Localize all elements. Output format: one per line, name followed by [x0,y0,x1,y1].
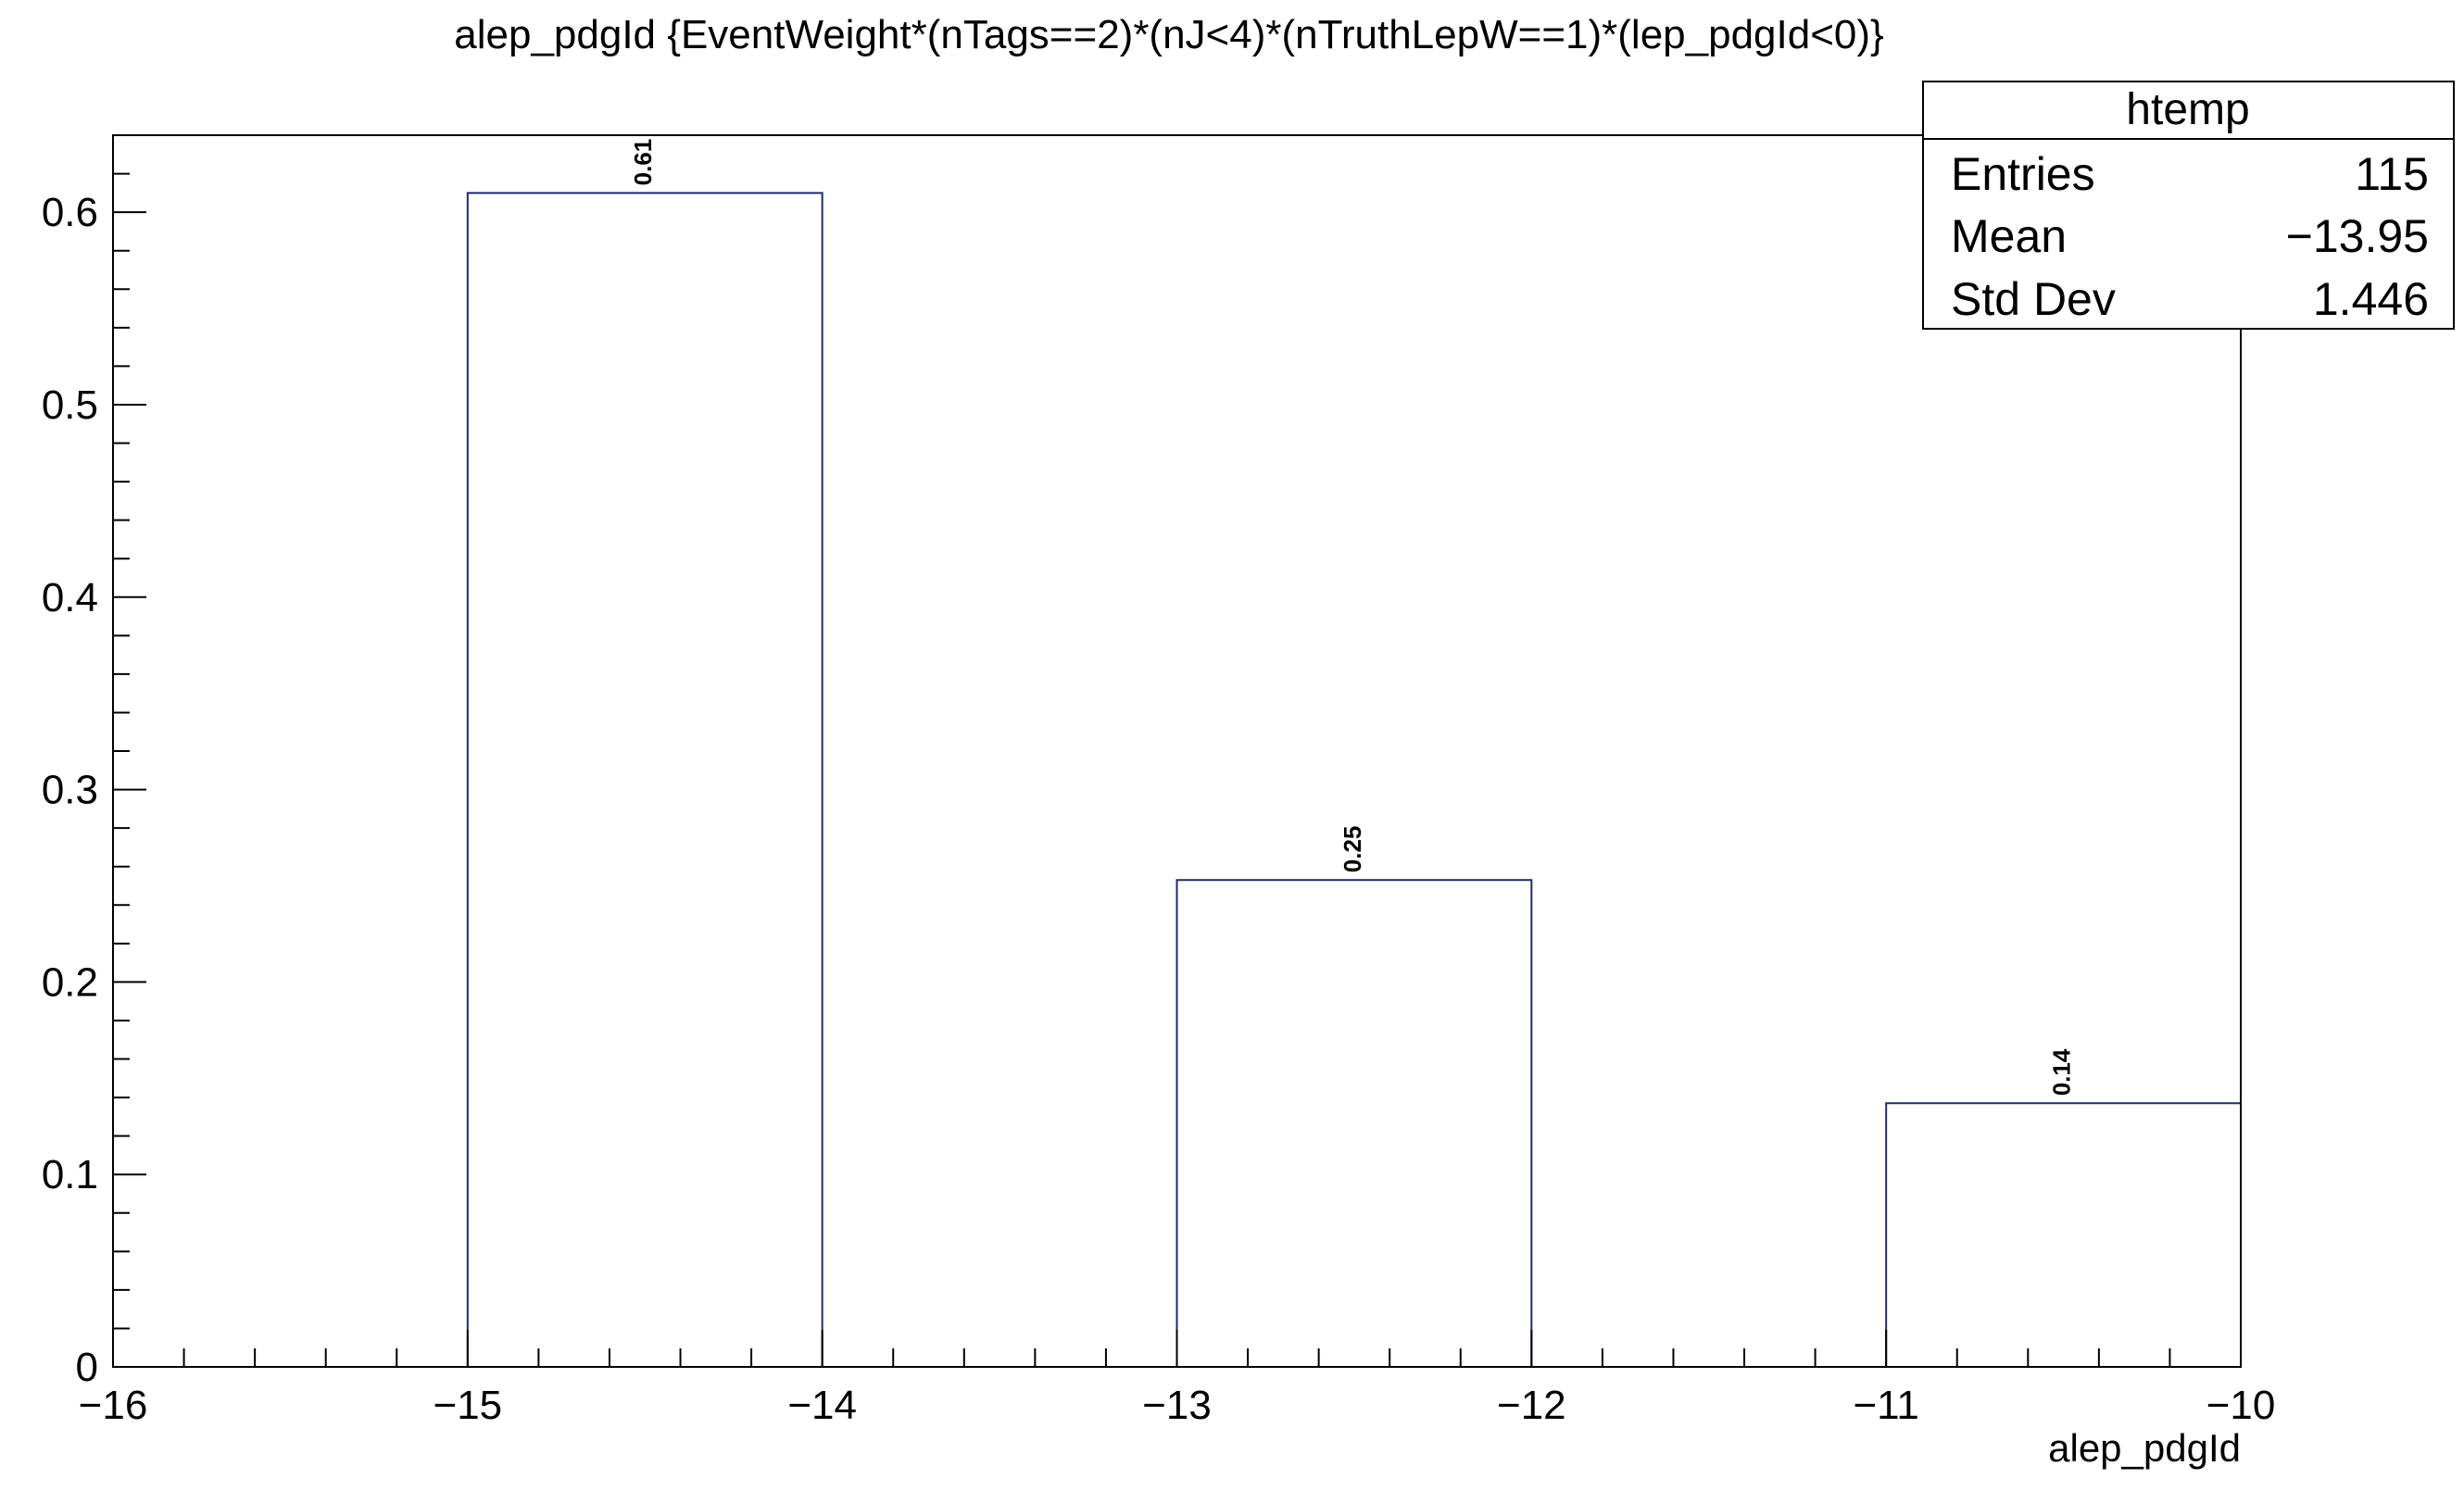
stats-entries-label: Entries [1951,148,2095,200]
bar-value-label-1: 0.25 [1339,826,1366,873]
y-tick-label-3: 0.3 [42,768,98,813]
histogram-bar-0 [466,192,823,1367]
y-tick-label-0: 0 [76,1345,98,1390]
histogram-bar-2 [1885,1102,2242,1367]
y-tick-label-5: 0.5 [42,382,98,428]
stats-stddev-label: Std Dev [1951,273,2116,325]
x-tick-label-5: −11 [1853,1383,1918,1428]
x-tick-label-6: −10 [2206,1383,2276,1428]
stats-box-title: htemp [2126,85,2249,134]
stats-stddev-value: 1.446 [2313,273,2429,325]
y-tick-label-2: 0.2 [42,959,98,1005]
bar-value-label-2: 0.14 [2047,1048,2075,1096]
stats-mean-label: Mean [1951,210,2067,262]
histogram-bar-1 [1175,879,1533,1367]
x-tick-label-0: −16 [79,1383,148,1428]
bar-value-label-0: 0.61 [629,139,657,186]
x-tick-label-1: −15 [434,1383,503,1428]
x-axis-label: alep_pdgId [2048,1426,2241,1470]
y-tick-label-4: 0.4 [42,575,98,620]
stats-mean-value: −13.95 [2286,210,2429,262]
chart-title: alep_pdgId {EventWeight*(nTags==2)*(nJ<4… [454,12,1883,57]
x-tick-label-3: −13 [1142,1383,1212,1428]
stats-box-frame [1922,81,2455,330]
y-tick-label-6: 0.6 [42,190,98,235]
y-tick-label-1: 0.1 [42,1152,98,1197]
x-tick-label-2: −14 [787,1383,857,1428]
stats-box: htemp Entries 115 Mean −13.95 Std Dev 1.… [1922,81,2455,330]
stats-entries-value: 115 [2355,148,2429,200]
x-tick-label-4: −12 [1497,1383,1566,1428]
